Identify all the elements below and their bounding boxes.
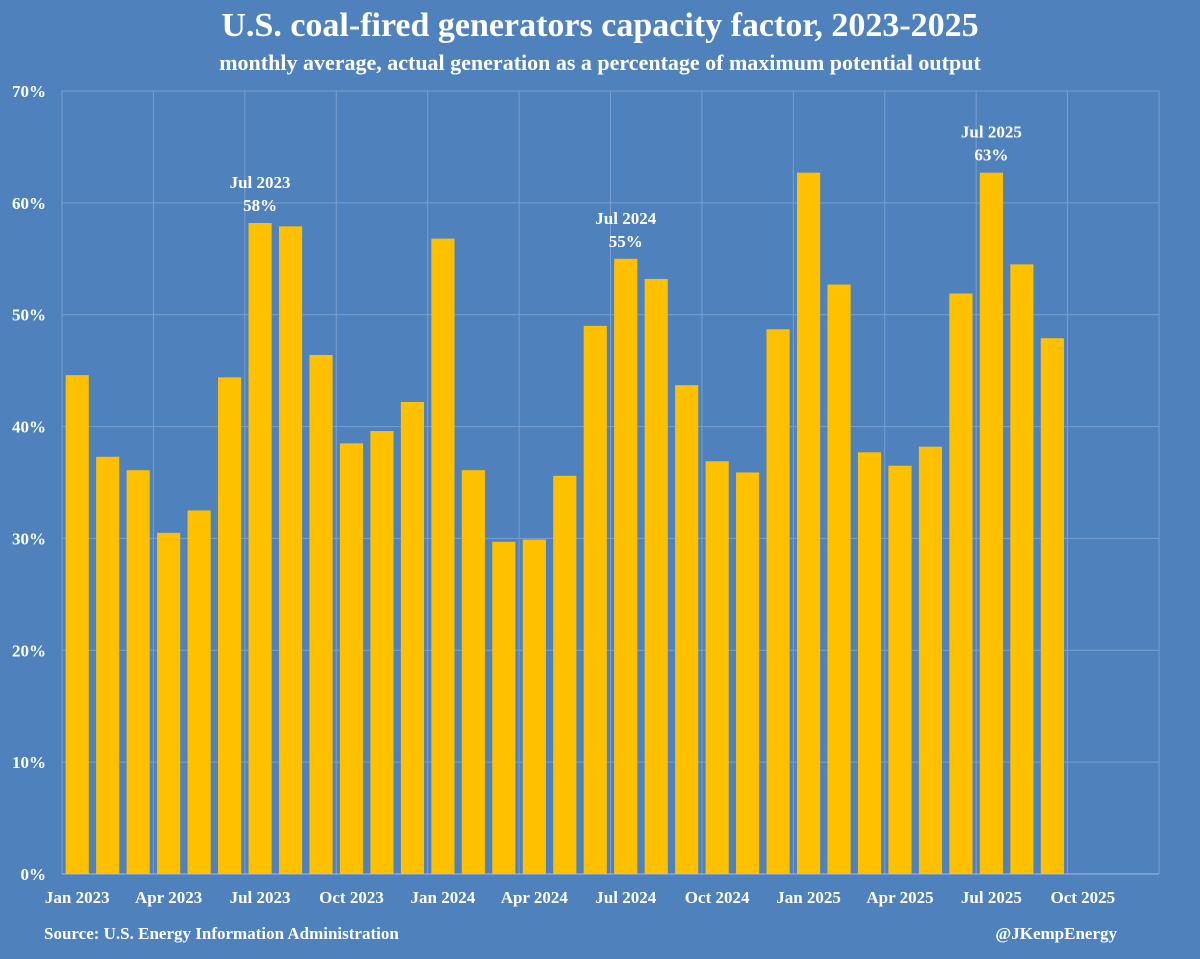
bar: [248, 222, 272, 874]
bar: [918, 446, 943, 874]
x-tick-label: Oct 2024: [685, 888, 750, 907]
bar-series: [65, 172, 1064, 875]
bar: [218, 377, 242, 874]
bar: [157, 532, 181, 874]
x-tick-label: Apr 2023: [135, 888, 202, 907]
bar: [796, 172, 821, 875]
bar: [370, 431, 394, 874]
y-tick-label: 20%: [12, 641, 46, 660]
bar: [644, 278, 668, 874]
bar: [492, 541, 516, 874]
chart-title: U.S. coal-fired generators capacity fact…: [221, 7, 979, 44]
bar: [187, 510, 211, 874]
annotation-label: Jul 2023: [230, 173, 291, 192]
bar: [736, 472, 760, 874]
x-tick-label: Jul 2025: [961, 888, 1022, 907]
x-tick-label: Jan 2025: [776, 888, 841, 907]
bar: [461, 470, 485, 874]
bar: [857, 452, 882, 874]
y-tick-label: 70%: [12, 82, 46, 101]
bar: [431, 238, 455, 874]
bar: [1010, 264, 1034, 875]
bar: [65, 375, 89, 874]
y-tick-label: 60%: [12, 194, 46, 213]
x-tick-label: Oct 2023: [319, 888, 384, 907]
annotation-value: 55%: [609, 232, 643, 251]
x-tick-label: Apr 2024: [501, 888, 569, 907]
annotation-value: 63%: [974, 146, 1008, 165]
x-tick-label: Jan 2023: [45, 888, 110, 907]
bar: [888, 465, 912, 874]
bar: [278, 226, 303, 874]
source-note: Source: U.S. Energy Information Administ…: [44, 924, 399, 943]
bar: [979, 172, 1003, 875]
bar: [553, 475, 577, 874]
annotation-value: 58%: [243, 196, 277, 215]
credit-handle: @JKempEnergy: [995, 924, 1117, 943]
bar: [949, 293, 973, 874]
annotations: Jul 2023 58% Jul 2024 55% Jul 2025 63%: [230, 123, 1022, 251]
annotation-label: Jul 2025: [961, 123, 1022, 142]
x-axis-ticks: Jan 2023 Apr 2023 Jul 2023 Oct 2023 Jan 2024…: [45, 888, 1115, 907]
bar: [766, 329, 790, 874]
bar: [827, 284, 851, 875]
bar: [400, 401, 425, 874]
bar: [705, 461, 729, 874]
x-tick-label: Jan 2024: [411, 888, 476, 907]
y-tick-label: 50%: [12, 306, 46, 325]
x-tick-label: Jul 2023: [230, 888, 291, 907]
y-tick-label: 30%: [12, 529, 46, 548]
bar: [522, 539, 546, 874]
x-tick-label: Jul 2024: [595, 888, 656, 907]
annotation-label: Jul 2024: [595, 209, 656, 228]
x-tick-label: Apr 2025: [866, 888, 933, 907]
y-tick-label: 40%: [12, 418, 46, 437]
bar: [675, 385, 699, 874]
y-tick-label: 10%: [12, 753, 46, 772]
bar: [309, 354, 333, 874]
gridlines: [61, 90, 1160, 875]
bar: [583, 325, 607, 874]
bar: [1040, 338, 1064, 874]
chart-subtitle: monthly average, actual generation as a …: [219, 50, 981, 75]
bar: [126, 470, 150, 874]
x-tick-label: Oct 2025: [1050, 888, 1115, 907]
bar: [339, 443, 364, 874]
y-axis-ticks: 0% 10% 20% 30% 40% 50% 60% 70%: [12, 82, 46, 884]
bar: [614, 258, 638, 874]
bar: [96, 456, 120, 874]
y-tick-label: 0%: [21, 865, 47, 884]
